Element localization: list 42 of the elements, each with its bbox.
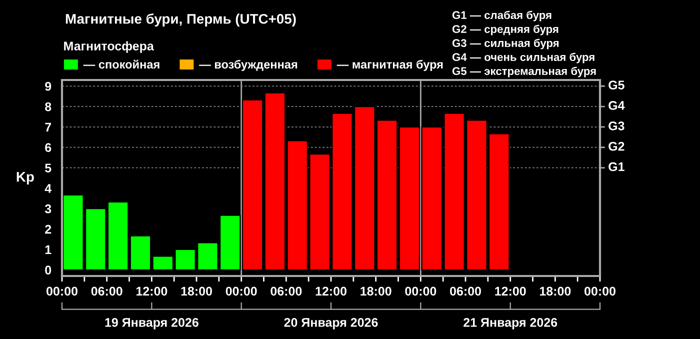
y-tick-label: 4 xyxy=(44,184,52,193)
text: G3 — сильная буря xyxy=(452,38,559,50)
ref-line-label: G1 xyxy=(608,162,624,172)
text: G1 — слабая буря xyxy=(452,10,552,22)
legend-label: — магнитная буря xyxy=(336,60,443,71)
x2-tick-label: 19 Января 2026 xyxy=(105,318,198,330)
y-tick-label: 6 xyxy=(45,143,52,152)
x-tick-label: 06:00 xyxy=(91,286,122,296)
y-tick-label: 2 xyxy=(45,224,52,234)
y-tick-label: 0 xyxy=(45,266,52,275)
ref-line-label: G2 xyxy=(608,142,624,151)
x-tick-label: 12:00 xyxy=(316,286,346,296)
ref-line-label: G5 xyxy=(608,80,624,90)
ref-line-label: G4 xyxy=(608,101,625,110)
x-tick-label: 00:00 xyxy=(226,286,257,296)
x2-tick-label: 21 Января 2026 xyxy=(464,318,558,330)
y-tick-label: 1 xyxy=(45,245,52,254)
x2-tick-label: 20 Января 2026 xyxy=(284,318,378,330)
y-tick-label: 8 xyxy=(45,102,52,112)
x-tick-label: 06:00 xyxy=(450,286,481,296)
y-tick-label: 5 xyxy=(45,164,52,172)
x-tick-label: 18:00 xyxy=(360,286,392,296)
x-tick-label: 00:00 xyxy=(46,286,78,296)
x-tick-label: 18:00 xyxy=(181,286,212,296)
y-tick-label: 7 xyxy=(45,122,52,132)
legend-label: — возбужденная xyxy=(199,60,298,71)
chart-title: Магнитные бури, Пермь (UTC+05) xyxy=(66,13,296,27)
x-tick-label: 06:00 xyxy=(270,286,302,296)
x-tick-label: 00:00 xyxy=(405,286,436,296)
legend-title: Магнитосфера xyxy=(64,41,154,53)
y-tick-label: 9 xyxy=(45,82,52,91)
legend-label: — спокойная xyxy=(83,60,160,69)
text: G5 — экстремальная буря xyxy=(452,66,596,78)
y-tick-label: 3 xyxy=(44,204,52,214)
ref-line-label: G3 xyxy=(608,121,624,130)
x-tick-label: 12:00 xyxy=(136,286,168,296)
x-tick-label: 12:00 xyxy=(495,286,526,296)
x-tick-label: 00:00 xyxy=(584,286,616,296)
text: G4 — очень сильная буря xyxy=(452,52,594,64)
y-axis-title: Kp xyxy=(16,172,34,184)
text: G2 — средняя буря xyxy=(452,24,558,36)
x-tick-label: 18:00 xyxy=(540,286,571,296)
